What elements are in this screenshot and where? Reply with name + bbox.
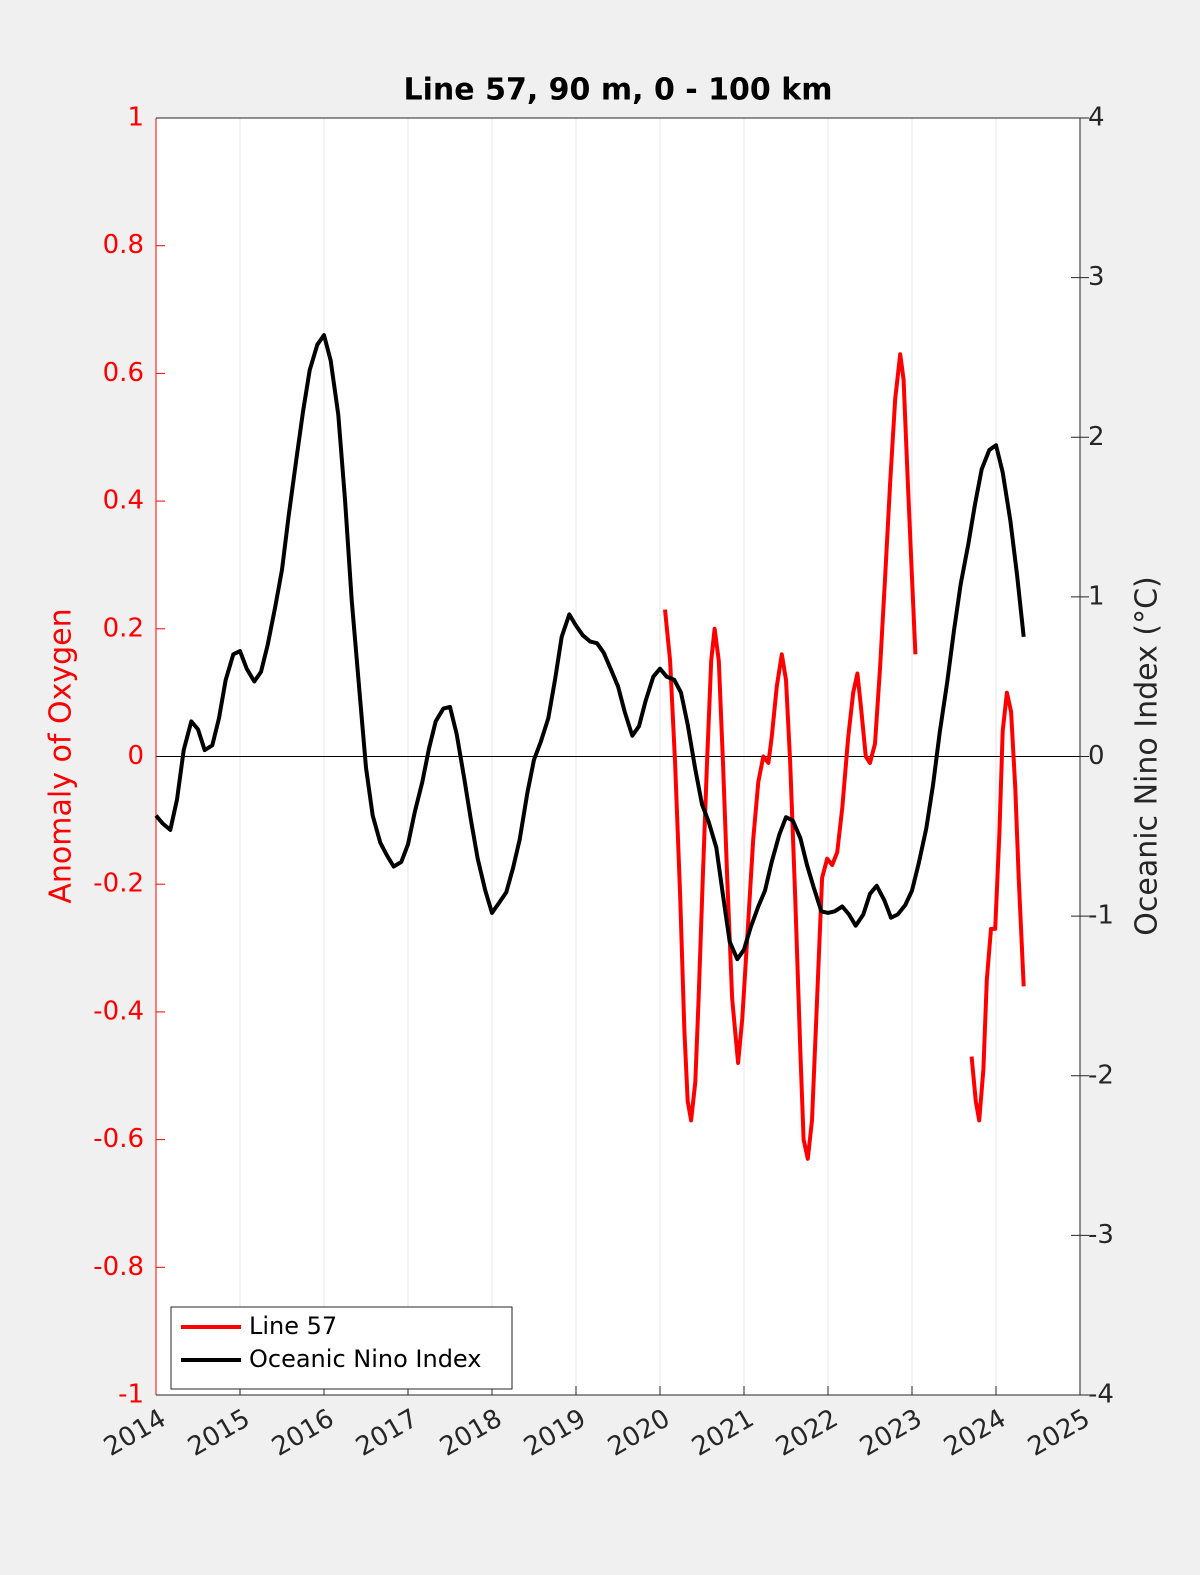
y-tick-label: 0.6: [103, 358, 144, 388]
y-tick-label: -0.8: [93, 1252, 144, 1282]
legend-label: Line 57: [249, 1312, 337, 1340]
x-tick-label: 2016: [267, 1404, 339, 1463]
data-line: [663, 352, 918, 1161]
y-tick-label: -0.4: [93, 996, 144, 1026]
x-tick-label: 2024: [939, 1404, 1011, 1463]
x-tick-label: 2025: [1023, 1404, 1095, 1463]
legend-box: [170, 1306, 513, 1390]
y-tick-label: 0.2: [103, 613, 144, 643]
y2-axis-label: Oceanic Nino Index (°C): [1130, 576, 1165, 936]
legend-label: Oceanic Nino Index: [249, 1345, 481, 1373]
y-tick-label: 0: [127, 741, 144, 771]
y-tick-label: 0.8: [103, 230, 144, 260]
y-tick-label: -1: [118, 1380, 144, 1410]
x-tick-label: 2020: [603, 1404, 675, 1463]
legend: Line 57 Oceanic Nino Index: [170, 1306, 513, 1390]
y2-tick-label: -4: [1088, 1380, 1114, 1410]
y2-tick-label: 0: [1088, 741, 1105, 771]
y-tick-label: 0.4: [103, 486, 144, 516]
x-tick-label: 2018: [435, 1404, 507, 1463]
x-tick-label: 2021: [687, 1404, 759, 1463]
y2-tick-label: 4: [1088, 103, 1105, 133]
y2-tick-label: -1: [1088, 901, 1114, 931]
x-tick-label: 2015: [183, 1404, 255, 1463]
y-axis-label: Anomaly of Oxygen: [44, 608, 79, 903]
x-tick-label: 2022: [771, 1404, 843, 1463]
y2-tick-label: -3: [1088, 1220, 1114, 1250]
data-line: [969, 690, 1026, 1123]
y-tick-label: -0.2: [93, 869, 144, 899]
x-tick-label: 2014: [99, 1404, 171, 1463]
x-tick-label: 2017: [351, 1404, 423, 1463]
data-line: [154, 333, 1026, 962]
y2-tick-label: 3: [1088, 262, 1105, 292]
y-tick-label: -0.6: [93, 1124, 144, 1154]
y2-tick-label: 2: [1088, 422, 1105, 452]
chart-title: Line 57, 90 m, 0 - 100 km: [404, 73, 833, 108]
y-tick-label: 1: [127, 103, 144, 133]
y2-tick-label: 1: [1088, 581, 1105, 611]
y2-tick-label: -2: [1088, 1060, 1114, 1090]
x-tick-label: 2023: [855, 1404, 927, 1463]
x-tick-label: 2019: [519, 1404, 591, 1463]
